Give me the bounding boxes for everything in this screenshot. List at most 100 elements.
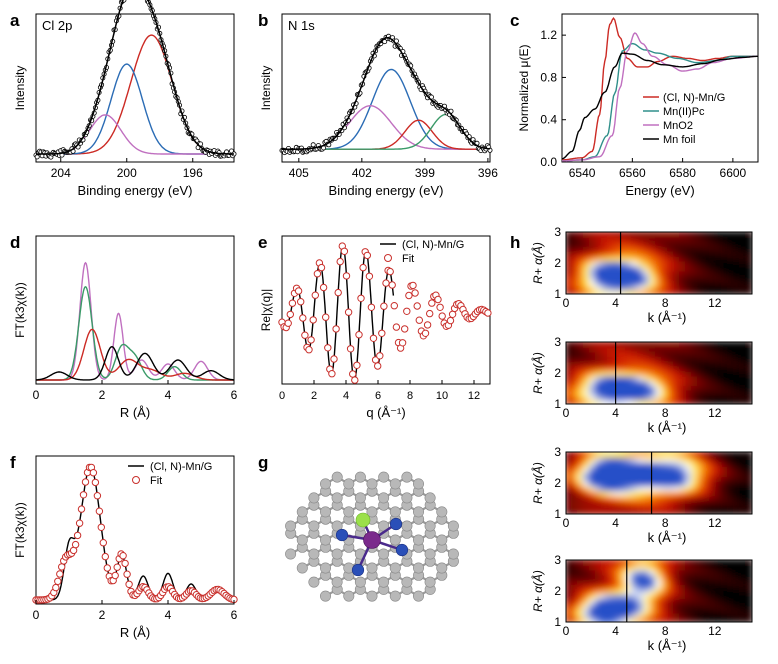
panel-f-xtick-label: 2 <box>99 608 106 622</box>
structure-carbon-atom <box>297 535 307 545</box>
panel-e-fit-point <box>389 282 395 288</box>
panel-b-xtick-label: 399 <box>415 166 435 180</box>
panel-e-fit-point <box>302 332 308 338</box>
panel-h-map-4-ytick-label: 3 <box>554 553 561 567</box>
panel-e-fit-point <box>320 284 326 290</box>
panel-a-component-peak-200.0 <box>36 64 234 154</box>
structure-carbon-atom <box>402 577 412 587</box>
panel-c-xtick-label: 6560 <box>619 166 646 180</box>
panel-e-fit-point <box>422 330 428 336</box>
panel-h-map-2-heat <box>565 341 753 405</box>
panel-e-xtick-label: 6 <box>375 390 381 402</box>
panel-e-fit-point <box>287 311 293 317</box>
panel-f-series-fit-point <box>120 553 126 559</box>
panel-f-legend-swatch <box>133 477 140 484</box>
panel-f-series-fit-point <box>124 571 130 577</box>
panel-e-fit-point <box>410 282 416 288</box>
structure-carbon-atom <box>344 479 354 489</box>
panel-e-fit-point <box>306 347 312 353</box>
panel-d-xtick-label: 6 <box>231 388 238 402</box>
panel-h-map-4-xtick-label: 0 <box>563 624 570 638</box>
panel-e-legend-label: (Cl, N)-Mn/G <box>402 239 464 251</box>
panel-h-map-3-ytick-label: 1 <box>554 507 561 521</box>
panel-h-map-1-xtick-label: 4 <box>612 296 619 310</box>
panel-e-xlabel: q (Å⁻¹) <box>366 405 405 420</box>
panel-e-fit-point <box>337 258 343 264</box>
panel-f-series-fit-point <box>94 493 100 499</box>
panel-h-map-3-heat-blurred <box>565 451 753 515</box>
panel-label-d: d <box>10 233 20 252</box>
panel-f-series-fit-point <box>126 581 132 587</box>
panel-c-series--cl-n-mn-g <box>562 18 758 160</box>
panel-e-fit-point <box>383 280 389 286</box>
structure-carbon-atom <box>355 493 365 503</box>
panel-a-ylabel: Intensity <box>13 66 27 111</box>
panel-c-legend-label: Mn foil <box>663 134 695 146</box>
panel-label-f: f <box>10 453 16 472</box>
panel-h-map-4-ylabel: R+ α(Å) <box>530 570 545 612</box>
panel-f-series-fit-point <box>72 541 78 547</box>
structure-carbon-atom <box>448 549 458 559</box>
panel-e-ylabel: Re|χ(q)| <box>259 289 273 332</box>
structure-carbon-atom <box>320 591 330 601</box>
panel-a-xtick-label: 200 <box>117 166 137 180</box>
panel-f-series-fit-point <box>100 540 106 546</box>
panel-f-series-fit-point <box>96 508 102 514</box>
panel-e-xtick-label: 0 <box>279 390 285 402</box>
panel-e-fit-point <box>404 308 410 314</box>
panel-h-map-2-ylabel: R+ α(Å) <box>530 352 545 394</box>
structure-carbon-atom <box>413 591 423 601</box>
panel-c-legend-label: Mn(II)Pc <box>663 106 705 118</box>
structure-carbon-atom <box>402 521 412 531</box>
panel-f-series-fit-point <box>112 572 118 578</box>
structure-carbon-atom <box>437 535 447 545</box>
panel-c-series-mn-foil <box>562 53 758 159</box>
panel-label-g: g <box>258 453 268 472</box>
panel-h-map-1-xlabel: k (Å⁻¹) <box>648 310 687 325</box>
structure-carbon-atom <box>413 535 423 545</box>
panel-h-map-1-ylabel: R+ α(Å) <box>530 242 545 284</box>
panel-a-title: Cl 2p <box>42 18 72 33</box>
panel-e-fit-point <box>393 324 399 330</box>
panel-label-c: c <box>510 11 519 30</box>
panel-e-xtick-label: 4 <box>343 390 349 402</box>
panel-c-xtick-label: 6580 <box>669 166 696 180</box>
structure-carbon-atom <box>425 521 435 531</box>
panel-h-map-2-xtick-label: 0 <box>563 406 570 420</box>
panel-label-b: b <box>258 11 268 30</box>
structure-carbon-atom <box>320 535 330 545</box>
panel-e-fit-point <box>358 295 364 301</box>
structure-carbon-atom <box>390 535 400 545</box>
panel-h-map-2-xtick-label: 12 <box>708 406 722 420</box>
panel-e-xtick-label: 8 <box>407 390 413 402</box>
panel-d-xtick-label: 4 <box>165 388 172 402</box>
panel-e-fit-point <box>295 288 301 294</box>
panel-f-series-fit-point <box>102 553 108 559</box>
panel-h-map-3-ytick-label: 2 <box>554 476 561 490</box>
panel-label-e: e <box>258 233 267 252</box>
structure-carbon-atom <box>367 563 377 573</box>
panel-h-map-4-heat <box>565 559 753 623</box>
panel-e-fit-point <box>424 322 430 328</box>
panel-e-fit-point <box>377 353 383 359</box>
panel-h-map-4-ytick-label: 1 <box>554 615 561 629</box>
structure-carbon-atom <box>437 507 447 517</box>
panel-e-fit-point <box>308 337 314 343</box>
panel-e-xtick-label: 10 <box>436 390 448 402</box>
panel-g-structure-model <box>285 472 458 601</box>
structure-carbon-atom <box>413 563 423 573</box>
panel-f-series-fit-point <box>92 479 98 485</box>
panel-h-map-2-ytick-label: 2 <box>554 366 561 380</box>
structure-carbon-atom <box>332 577 342 587</box>
panel-a-component-peak-198.5 <box>36 35 234 154</box>
panel-f-series-fit-point <box>78 506 84 512</box>
panel-f-series-fit-point <box>82 479 88 485</box>
structure-carbon-atom <box>390 479 400 489</box>
panel-label-h: h <box>510 233 520 252</box>
panel-h-map-3-xtick-label: 4 <box>612 516 619 530</box>
panel-d-xtick-label: 2 <box>99 388 106 402</box>
panel-b-ylabel: Intensity <box>259 66 273 111</box>
